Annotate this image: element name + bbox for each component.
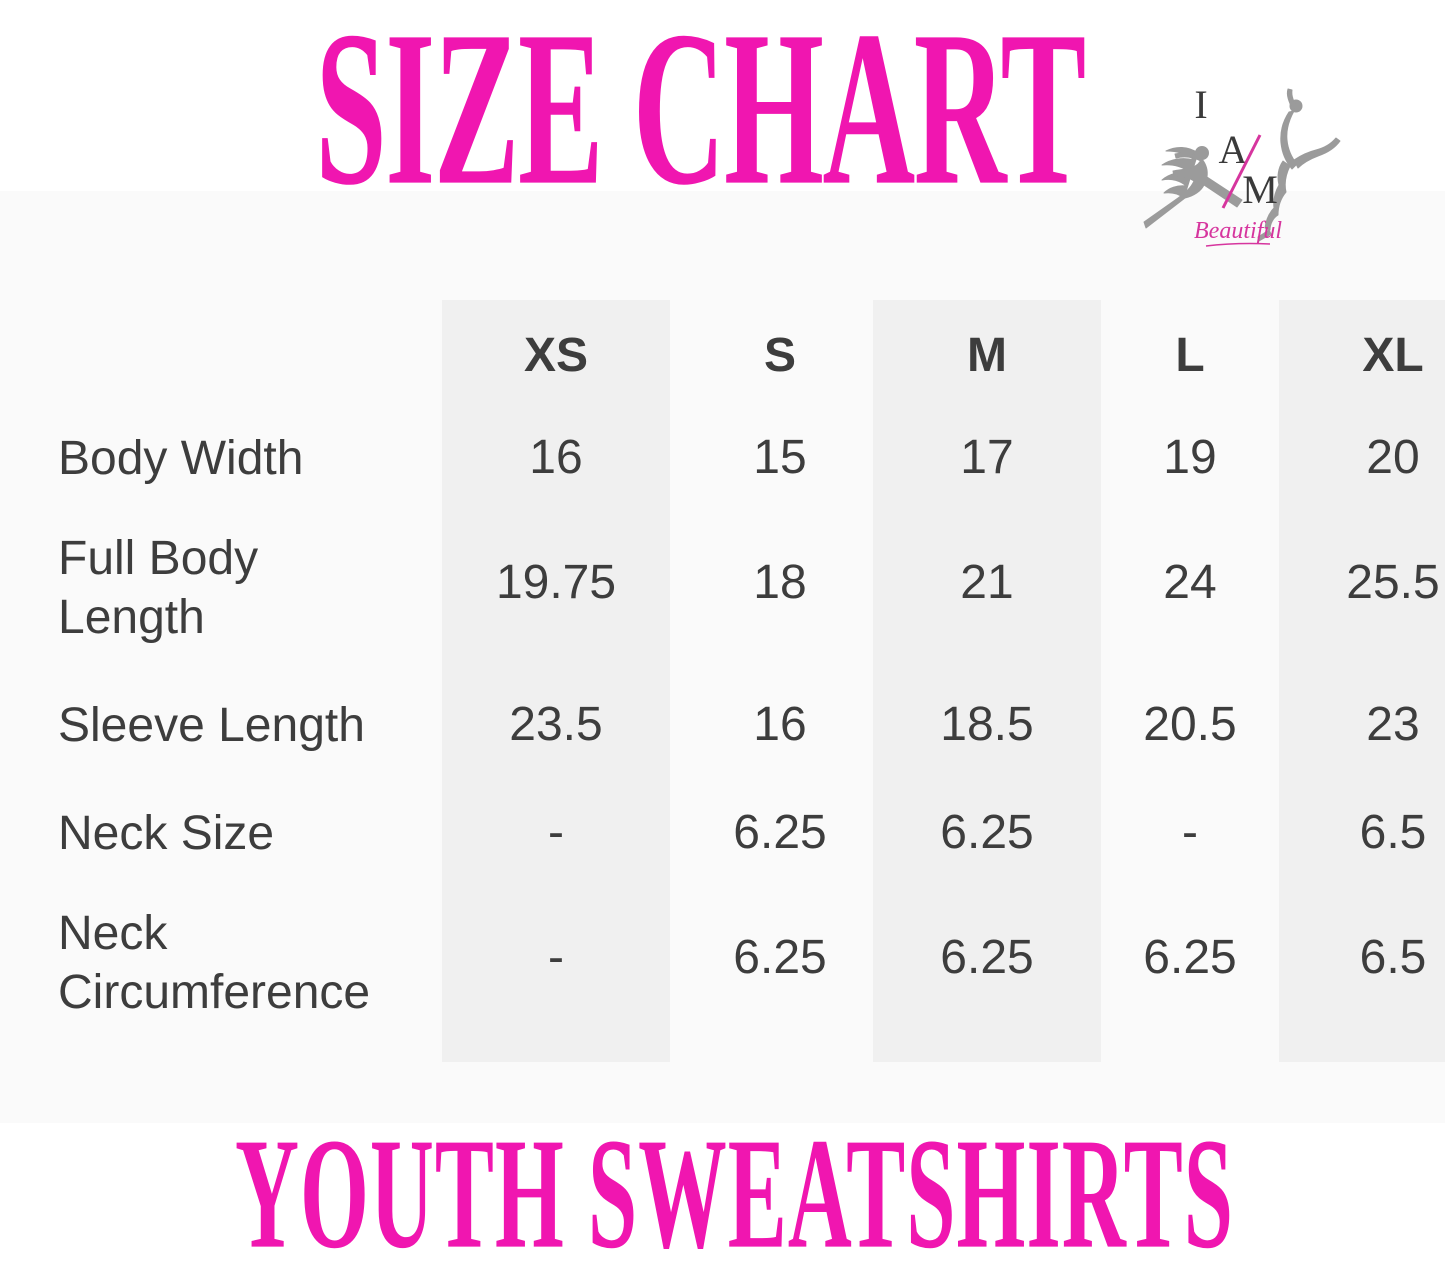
svg-text:Beautiful: Beautiful	[1194, 218, 1282, 244]
svg-text:M: M	[1242, 167, 1278, 212]
svg-text:I: I	[1194, 82, 1207, 127]
